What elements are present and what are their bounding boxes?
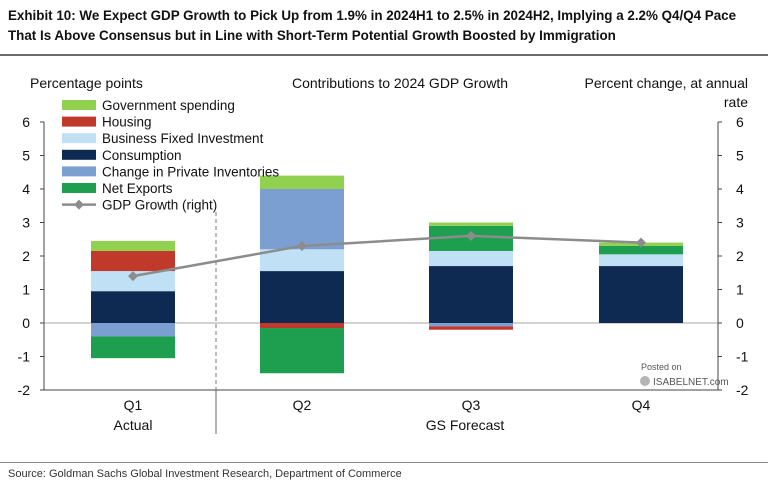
right-tick-label: 3 — [736, 215, 744, 231]
right-tick-label: 0 — [736, 315, 744, 331]
gdp-contributions-chart: -2 -2 -1 -1 0 0 1 1 2 2 3 3 4 4 5 5 6 6 Q1 Q2 Q3 Q4 Actual GS … — [18, 75, 749, 434]
bar-segment-housing — [260, 323, 344, 329]
bar-segment-net-exports — [599, 245, 683, 255]
left-tick-label: 2 — [22, 248, 30, 264]
group-label-forecast: GS Forecast — [426, 417, 505, 433]
left-axis-title: Percentage points — [30, 75, 143, 91]
gdp-growth-marker — [128, 271, 138, 282]
gdp-growth-polyline — [132, 234, 642, 278]
axis-labels: Q1 Q2 Q3 Q4 Actual GS Forecast Percentage poin… — [30, 75, 748, 433]
top-divider — [0, 54, 768, 56]
bar-segment-consumption — [599, 266, 683, 323]
bar-segment-business-fixed-investment — [91, 271, 175, 292]
left-tick-label: 4 — [22, 181, 30, 197]
legend-label: GDP Growth (right) — [102, 198, 217, 213]
bar-segment-business-fixed-investment — [429, 250, 513, 267]
right-axis-title-line2: rate — [724, 94, 748, 110]
watermark-posted-on: Posted on — [641, 362, 682, 372]
gdp-growth-marker — [636, 237, 646, 248]
x-tick-label: Q2 — [293, 397, 312, 413]
right-tick-label: -1 — [736, 349, 749, 365]
watermark: Posted on ISABELNET.com — [640, 362, 729, 388]
watermark-brand: ISABELNET.com — [653, 377, 729, 388]
right-tick-label: -2 — [736, 382, 749, 398]
bar-segment-government-spending — [260, 175, 344, 189]
legend-swatch — [62, 166, 96, 177]
bar-segment-change-in-private-inventories — [429, 323, 513, 327]
x-tick-label: Q4 — [632, 397, 651, 413]
legend-label: Change in Private Inventories — [102, 164, 279, 179]
axis-ticks: -2 -2 -1 -1 0 0 1 1 2 2 3 3 4 4 5 5 6 6 — [18, 114, 749, 398]
bar-segment-housing — [91, 250, 175, 272]
legend-label: Housing — [102, 115, 152, 130]
bar-segment-change-in-private-inventories — [91, 323, 175, 337]
right-axis-title-line1: Percent change, at annual — [585, 75, 748, 91]
chart-inner-title: Contributions to 2024 GDP Growth — [292, 75, 508, 91]
legend-swatch — [62, 133, 96, 144]
group-label-actual: Actual — [114, 417, 153, 433]
gdp-growth-marker — [466, 230, 476, 241]
legend-label: Government spending — [102, 98, 235, 113]
bar-segment-government-spending — [429, 222, 513, 226]
legend-swatch — [62, 116, 96, 127]
legend-label: Business Fixed Investment — [102, 131, 264, 146]
legend-label: Net Exports — [102, 181, 173, 196]
legend-swatch — [62, 100, 96, 110]
bar-segment-business-fixed-investment — [599, 254, 683, 267]
source-note: Source: Goldman Sachs Global Investment … — [8, 468, 402, 480]
right-tick-label: 1 — [736, 282, 744, 298]
left-tick-label: 6 — [22, 114, 30, 130]
legend-label: Consumption — [102, 148, 182, 163]
x-tick-label: Q1 — [124, 397, 143, 413]
bar-segment-change-in-private-inventories — [260, 189, 344, 250]
left-tick-label: -1 — [18, 349, 31, 365]
bar-segment-net-exports — [91, 336, 175, 359]
left-tick-label: 1 — [22, 282, 30, 298]
bar-segment-net-exports — [260, 328, 344, 374]
watermark-logo-icon — [640, 376, 650, 386]
chart-title-header: Exhibit 10: We Expect GDP Growth to Pick… — [8, 8, 737, 43]
x-tick-label: Q3 — [462, 397, 481, 413]
left-tick-label: 0 — [22, 315, 30, 331]
right-tick-label: 4 — [736, 181, 744, 197]
legend-swatch — [62, 183, 96, 193]
gdp-growth-line — [128, 230, 646, 282]
bottom-divider — [0, 462, 768, 463]
left-tick-label: 5 — [22, 148, 30, 164]
right-tick-label: 5 — [736, 148, 744, 164]
bar-segment-government-spending — [91, 240, 175, 251]
bar-segment-business-fixed-investment — [260, 249, 344, 272]
right-tick-label: 6 — [736, 114, 744, 130]
left-tick-label: 3 — [22, 215, 30, 231]
bar-segment-consumption — [260, 271, 344, 323]
right-tick-label: 2 — [736, 248, 744, 264]
bar-segment-housing — [429, 326, 513, 330]
bar-segment-consumption — [429, 266, 513, 323]
left-tick-label: -2 — [18, 382, 31, 398]
gdp-growth-marker — [297, 240, 307, 251]
stacked-bars — [91, 175, 683, 374]
legend-swatch — [62, 149, 96, 160]
bar-segment-consumption — [91, 291, 175, 323]
legend-line-marker — [74, 199, 84, 210]
